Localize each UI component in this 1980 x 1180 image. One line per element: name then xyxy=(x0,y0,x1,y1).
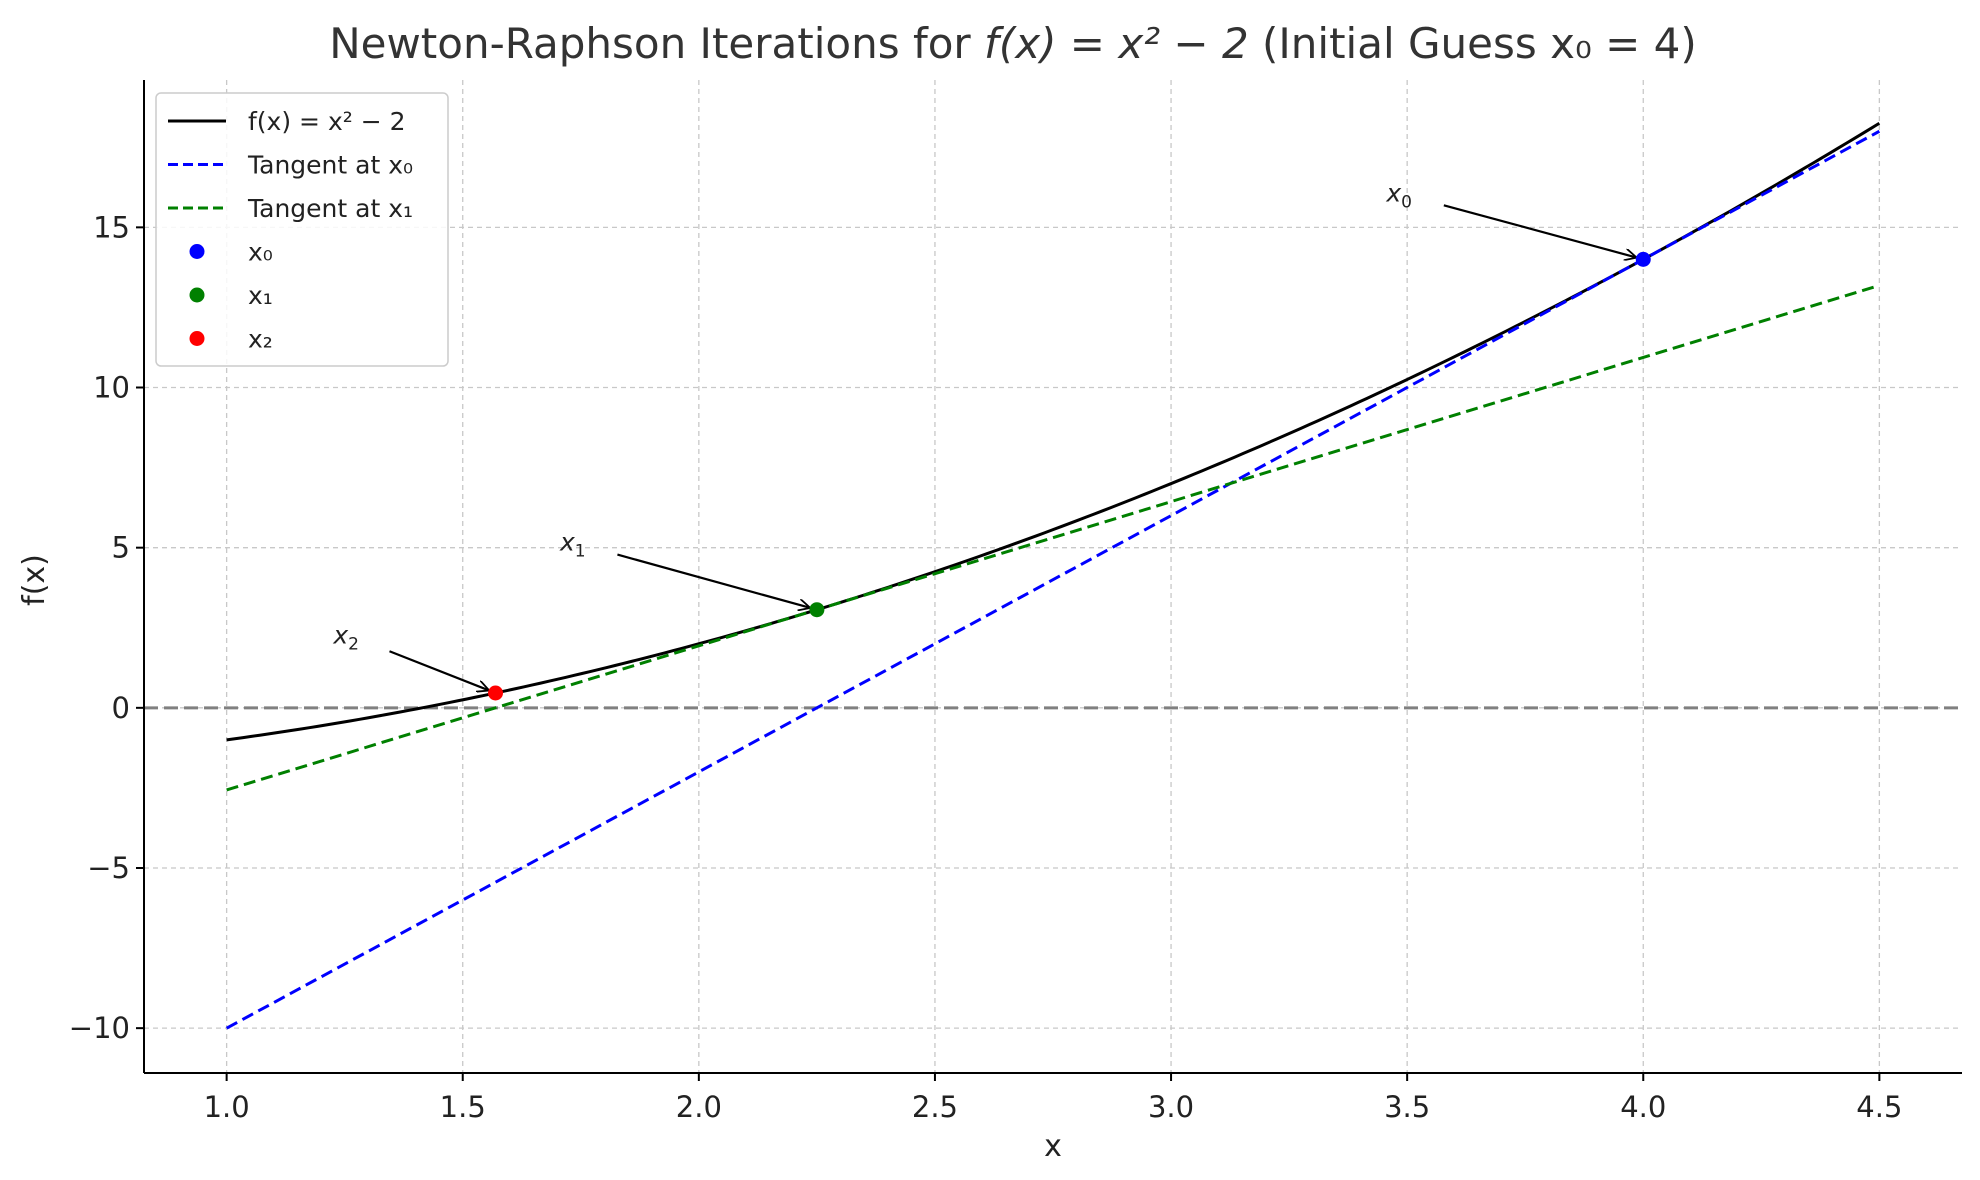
points-group xyxy=(488,251,1651,701)
legend: f(x) = x² − 2 Tangent at x₀ Tangent at x₁ x… xyxy=(155,92,449,367)
x-axis-label: x xyxy=(1044,1129,1062,1164)
ticks-group: 1.0 1.5 2.0 2.5 3.0 3.5 4.0 4.5 −10 −5 0 5 10 15 xyxy=(69,210,1903,1124)
y-axis-label: f(x) xyxy=(17,554,52,606)
y-tick-label: −5 xyxy=(87,851,130,885)
series-group xyxy=(225,121,1881,1030)
x-tick-label: 3.0 xyxy=(1148,1090,1194,1124)
annotation-label-base: x xyxy=(1385,178,1401,207)
x-tick-label: 4.5 xyxy=(1856,1090,1902,1124)
legend-marker-5 xyxy=(189,331,205,346)
y-tick-label: 10 xyxy=(93,371,130,405)
legend-label-4: x₁ xyxy=(248,281,273,310)
annotation-arrow-0 xyxy=(1443,204,1636,257)
y-tick-label: −10 xyxy=(69,1011,130,1045)
annotation-label-base: x xyxy=(559,527,575,556)
y-tick-label: 15 xyxy=(93,210,130,244)
x-tick-label: 1.5 xyxy=(440,1090,486,1124)
annotation-label-1: x1 xyxy=(559,527,586,561)
grid-lines xyxy=(144,80,1962,1073)
legend-label-3: x₀ xyxy=(248,238,273,267)
annotation-label-sub: 0 xyxy=(1401,192,1412,212)
legend-label-0: f(x) = x² − 2 xyxy=(248,107,406,136)
chart-title-suffix: (Initial Guess x₀ = 4) xyxy=(1249,19,1697,68)
chart-title-math: f(x) = x² − 2 xyxy=(984,19,1249,68)
legend-marker-4 xyxy=(189,287,205,303)
x-tick-label: 1.0 xyxy=(204,1090,250,1124)
axes-group xyxy=(143,80,1962,1074)
y-tick-label: 0 xyxy=(112,691,130,725)
annotation-arrow-1 xyxy=(617,553,809,608)
function-curve xyxy=(226,121,1881,742)
point-x0 xyxy=(1635,251,1651,267)
annotation-label-sub: 1 xyxy=(575,541,586,561)
x-tick-label: 4.0 xyxy=(1620,1090,1666,1124)
annotation-arrow-2 xyxy=(389,650,488,690)
legend-label-1: Tangent at x₀ xyxy=(247,151,413,180)
legend-label-2: Tangent at x₁ xyxy=(247,194,413,223)
point-x1 xyxy=(809,602,825,618)
annotation-label-base: x xyxy=(332,620,348,649)
x-tick-label: 3.5 xyxy=(1384,1090,1430,1124)
legend-label-5: x₂ xyxy=(248,325,273,354)
annotation-label-0: x0 xyxy=(1385,178,1412,212)
legend-box xyxy=(155,92,449,367)
chart-title-prefix: Newton-Raphson Iterations for xyxy=(329,19,984,68)
tangent-line-0 xyxy=(225,129,1881,1030)
x-tick-label: 2.0 xyxy=(676,1090,722,1124)
x-tick-label: 2.5 xyxy=(912,1090,958,1124)
annotation-label-sub: 2 xyxy=(348,634,359,654)
legend-marker-3 xyxy=(189,244,205,259)
point-x2 xyxy=(488,685,504,701)
y-tick-label: 5 xyxy=(112,531,130,565)
annotation-label-2: x2 xyxy=(332,620,359,654)
tangent-line-1 xyxy=(226,283,1880,792)
chart-title: Newton-Raphson Iterations for f(x) = x² … xyxy=(329,19,1697,68)
